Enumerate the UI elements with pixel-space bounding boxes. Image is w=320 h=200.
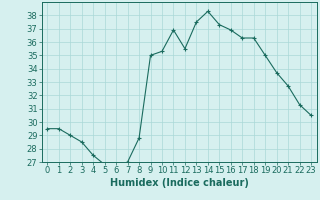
X-axis label: Humidex (Indice chaleur): Humidex (Indice chaleur) xyxy=(110,178,249,188)
